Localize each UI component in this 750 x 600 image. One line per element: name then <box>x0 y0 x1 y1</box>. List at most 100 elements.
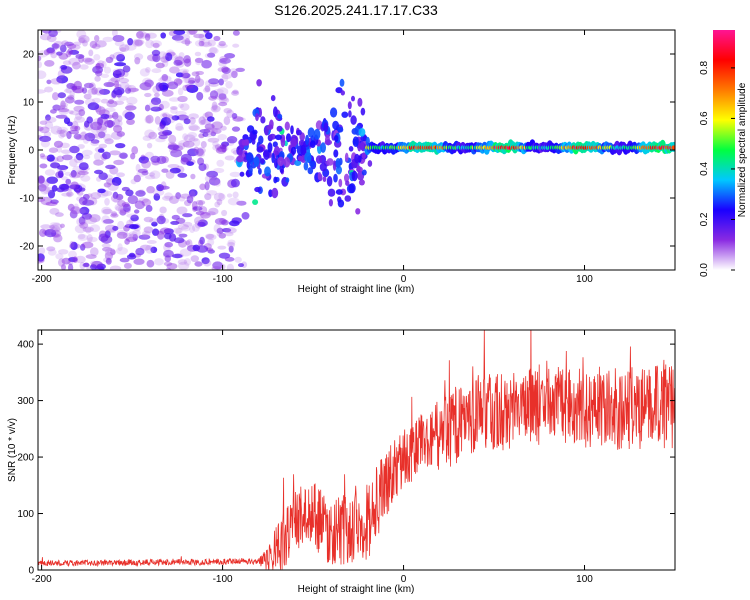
spectrogram-noise-blob <box>219 97 230 104</box>
spectrogram-noise-blob <box>163 228 174 235</box>
spectrogram-noise-blob <box>184 38 191 46</box>
spectrogram-noise-blob <box>77 233 86 240</box>
colorbar-tick-label: 0.8 <box>699 61 710 75</box>
spectrogram-noise-blob <box>205 234 217 241</box>
spectrogram-noise-blob <box>175 192 181 200</box>
spectrogram-fan-blob <box>360 141 365 151</box>
y-tick-label: 100 <box>17 509 34 520</box>
spectrogram-noise-blob <box>208 78 220 85</box>
spectrogram-fan-blob <box>324 139 332 146</box>
spectrogram-noise-blob <box>75 255 86 264</box>
spectrogram-noise-blob <box>231 126 241 132</box>
spectrogram-noise-blob <box>148 101 159 110</box>
spectrogram-noise-blob <box>146 259 155 268</box>
spectrogram-noise-blob <box>56 129 66 134</box>
spectrogram-noise-blob <box>78 37 86 44</box>
spectrogram-noise-blob <box>177 259 188 265</box>
spectrogram-noise-blob <box>211 104 218 112</box>
spectrogram-fan-blob <box>260 158 265 165</box>
spectrogram-noise-blob <box>38 184 47 192</box>
spectrogram-noise-blob <box>125 105 137 111</box>
spectrogram-fan-blob <box>344 152 349 162</box>
spectrogram-noise-blob <box>139 68 150 77</box>
spectrogram-noise-blob <box>108 78 120 86</box>
spectrogram-noise-blob <box>229 68 238 76</box>
spectrogram-fan-blob <box>350 115 357 125</box>
spectrogram-noise-blob <box>130 153 136 160</box>
spectrogram-fan-blob <box>337 126 344 133</box>
spectrogram-noise-blob <box>79 206 90 215</box>
spectrogram-noise-blob <box>236 200 247 206</box>
spectrogram-noise-blob <box>167 164 180 169</box>
spectrogram-noise-blob <box>118 77 130 84</box>
spectrogram-noise-blob <box>89 224 101 232</box>
spectrogram-fan-blob <box>236 155 244 163</box>
spectrogram-fan-blob <box>320 142 326 153</box>
spectrogram-y-axis-label: Frequency (Hz) <box>7 116 18 185</box>
spectrogram-noise-blob <box>208 177 221 186</box>
spectrogram-noise-blob <box>58 249 69 255</box>
spectrogram-noise-blob <box>151 49 161 57</box>
spectrogram-noise-blob <box>150 40 162 48</box>
spectrogram-noise-blob <box>193 138 201 147</box>
spectrogram-noise-blob <box>113 87 125 96</box>
spectrogram-noise-blob <box>87 236 98 243</box>
spectrogram-noise-blob <box>192 206 203 211</box>
spectrogram-noise-blob <box>38 61 42 68</box>
spectrogram-fan-blob <box>270 95 276 102</box>
spectrogram-noise-blob <box>195 211 205 216</box>
spectrogram-noise-blob <box>126 254 137 260</box>
spectrogram-noise-blob <box>178 196 186 202</box>
spectrogram-noise-blob <box>96 176 102 182</box>
spectrogram-noise-blob <box>195 200 206 205</box>
spectrogram-fan-blob <box>304 152 312 163</box>
spectrogram-noise-blob <box>56 165 67 173</box>
spectrogram-noise-blob <box>182 133 189 141</box>
spectrogram-noise-blob <box>50 78 63 85</box>
spectrogram-noise-blob <box>118 205 125 215</box>
spectrogram-fan-blob <box>344 173 350 183</box>
spectrogram-noise-blob <box>111 176 122 186</box>
spectrogram-noise-blob <box>81 87 88 94</box>
spectrogram-fan-blob <box>332 160 337 171</box>
spectrogram-noise-blob <box>59 129 68 138</box>
spectrogram-noise-blob <box>198 38 205 43</box>
x-tick-label: 100 <box>576 574 593 585</box>
spectrogram-noise-blob <box>52 104 61 111</box>
spectrogram-noise-blob <box>183 58 192 67</box>
spectrogram-noise-blob <box>50 51 57 59</box>
spectrogram-noise-blob <box>185 240 191 245</box>
spectrogram-noise-blob <box>134 57 141 65</box>
spectrogram-noise-blob <box>224 231 234 237</box>
spectrogram-noise-blob <box>198 116 206 126</box>
spectrogram-noise-blob <box>218 78 224 86</box>
spectrogram-noise-blob <box>193 146 199 152</box>
spectrogram-noise-blob <box>152 85 161 94</box>
spectrogram-noise-blob <box>209 90 219 99</box>
spectrogram-fan-blob <box>330 107 338 118</box>
spectrogram-fan-blob <box>348 146 354 152</box>
snr-x-axis-label: Height of straight line (km) <box>298 584 415 595</box>
spectrogram-noise-blob <box>73 80 83 90</box>
spectrogram-noise-blob <box>94 152 101 161</box>
spectrogram-noise-blob <box>129 233 136 241</box>
spectrogram-noise-blob <box>188 125 201 131</box>
colorbar-tick-label: 0.6 <box>699 111 710 125</box>
spectrogram-fan-blob <box>358 128 366 137</box>
spectrogram-noise-blob <box>90 247 99 257</box>
spectrogram-noise-blob <box>69 145 80 154</box>
spectrogram-noise-blob <box>173 237 185 244</box>
spectrogram-fan-blob <box>315 155 323 164</box>
spectrogram-fan-blob <box>360 107 366 116</box>
spectrogram-noise-blob <box>159 100 170 109</box>
spectrogram-noise-blob <box>68 263 74 270</box>
spectrogram-noise-blob <box>214 217 227 225</box>
spectrogram-noise-blob <box>103 182 112 188</box>
spectrogram-noise-blob <box>93 159 104 166</box>
spectrogram-noise-blob <box>110 249 116 256</box>
spectrogram-noise-blob <box>95 63 101 71</box>
spectrogram-noise-blob <box>171 34 184 41</box>
spectrogram-fan-blob <box>258 107 262 118</box>
spectrogram-noise-blob <box>145 175 156 180</box>
spectrogram-noise-blob <box>158 131 169 137</box>
